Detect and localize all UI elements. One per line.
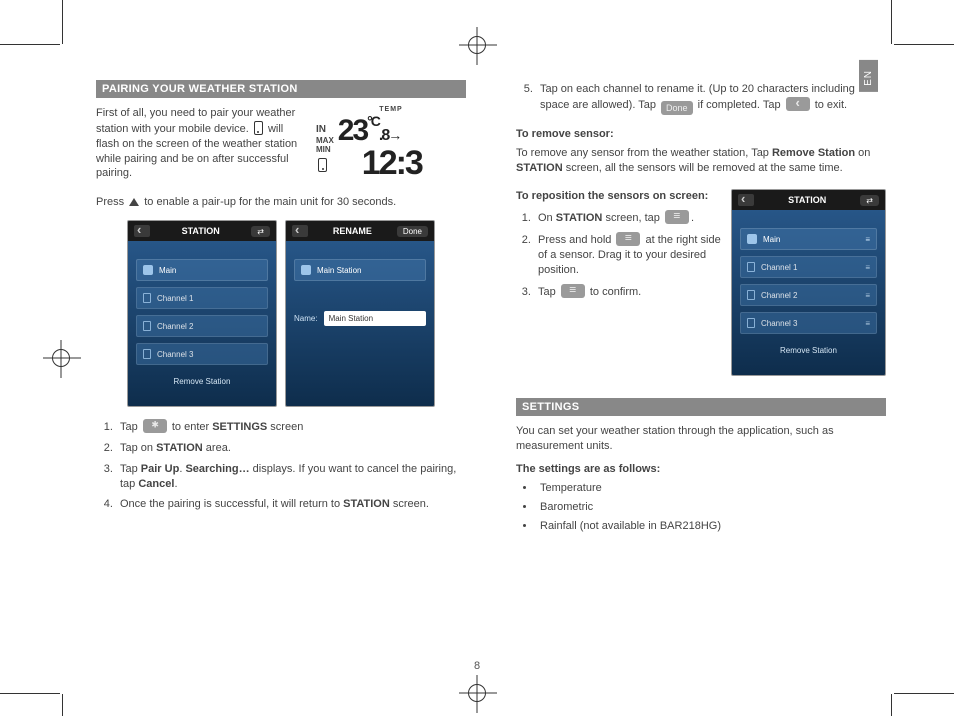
- phone-icon: [254, 121, 263, 135]
- gear-icon: [143, 419, 167, 433]
- phone-screenshots-row: STATION ⇄ Main Channel 1 Channel 2 Chann…: [96, 220, 466, 407]
- list-item: Main≡: [740, 228, 877, 250]
- step: Tap on STATION area.: [116, 441, 466, 456]
- list-item: Channel 1: [136, 287, 268, 309]
- step: Tap to enter SETTINGS screen: [116, 419, 466, 435]
- pairing-steps: Tap to enter SETTINGS screen Tap on STAT…: [116, 419, 466, 512]
- list-item: Main Station: [294, 259, 426, 281]
- list-item: Temperature: [536, 481, 886, 496]
- list-item: Barometric: [536, 500, 886, 515]
- settings-follows: The settings are as follows:: [516, 462, 886, 477]
- rename-input-row: Name: Main Station: [294, 311, 426, 326]
- screenshot-title: RENAME: [333, 226, 372, 236]
- list-item: Channel 3≡: [740, 312, 877, 334]
- lcd-temp-label: TEMP: [316, 106, 466, 113]
- list-item: Main: [136, 259, 268, 281]
- settings-list: Temperature Barometric Rainfall (not ava…: [536, 481, 886, 534]
- step: Tap Pair Up. Searching… displays. If you…: [116, 462, 466, 492]
- remove-sensor-heading: To remove sensor:: [516, 127, 886, 142]
- rename-screenshot: RENAME Done Main Station Name: Main Stat…: [285, 220, 435, 407]
- name-input: Main Station: [324, 311, 426, 326]
- drag-handle-icon: ≡: [865, 263, 870, 272]
- drag-handle-icon: ≡: [865, 235, 870, 244]
- list-item: Rainfall (not available in BAR218HG): [536, 519, 886, 534]
- drag-handle-icon: ≡: [865, 291, 870, 300]
- done-button-icon: Done: [661, 101, 693, 115]
- edit-icon: ⇄: [251, 226, 270, 237]
- press-instruction: Press to enable a pair-up for the main u…: [96, 195, 466, 210]
- edit-icon: ⇄: [860, 195, 879, 206]
- phone-icon: [318, 158, 327, 172]
- pairing-steps-continued: Tap on each channel to rename it. (Up to…: [536, 82, 886, 115]
- up-arrow-icon: [129, 198, 139, 206]
- list-item: Channel 1≡: [740, 256, 877, 278]
- list-item: Channel 3: [136, 343, 268, 365]
- remove-station-label: Remove Station: [740, 342, 877, 359]
- name-label: Name:: [294, 314, 318, 323]
- lcd-temp-value: 23°C.8→: [338, 114, 400, 147]
- edit-icon: [561, 284, 585, 298]
- back-icon: [786, 97, 810, 111]
- remove-station-label: Remove Station: [136, 373, 268, 390]
- done-button-icon: Done: [397, 226, 428, 237]
- right-column: Tap on each channel to rename it. (Up to…: [516, 76, 886, 656]
- back-icon: [134, 225, 150, 237]
- lcd-time-value: 12:3: [362, 144, 422, 183]
- remove-sensor-text: To remove any sensor from the weather st…: [516, 146, 886, 176]
- list-item: Channel 2≡: [740, 284, 877, 306]
- list-item: Channel 2: [136, 315, 268, 337]
- pairing-heading: PAIRING YOUR WEATHER STATION: [96, 80, 466, 98]
- left-column: PAIRING YOUR WEATHER STATION TEMP IN MAX…: [96, 76, 466, 656]
- edit-icon: [665, 210, 689, 224]
- page-content: PAIRING YOUR WEATHER STATION TEMP IN MAX…: [96, 76, 886, 656]
- reposition-screenshot: STATION ⇄ Main≡ Channel 1≡ Channel 2≡ Ch…: [731, 189, 886, 376]
- step: Tap on each channel to rename it. (Up to…: [536, 82, 886, 115]
- page-number: 8: [474, 660, 480, 672]
- drag-handle-icon: ≡: [865, 319, 870, 328]
- screenshot-title: STATION: [788, 195, 826, 205]
- settings-heading: SETTINGS: [516, 398, 886, 416]
- step: Once the pairing is successful, it will …: [116, 497, 466, 512]
- screenshot-title: STATION: [182, 226, 220, 236]
- back-icon: [292, 225, 308, 237]
- lcd-side-labels: IN MAX MIN: [316, 124, 334, 173]
- drag-handle-icon: [616, 232, 640, 246]
- back-icon: [738, 194, 754, 206]
- station-screenshot: STATION ⇄ Main Channel 1 Channel 2 Chann…: [127, 220, 277, 407]
- settings-intro: You can set your weather station through…: [516, 424, 886, 454]
- lcd-illustration: TEMP IN MAX MIN 23°C.8→ 12:3: [316, 106, 466, 183]
